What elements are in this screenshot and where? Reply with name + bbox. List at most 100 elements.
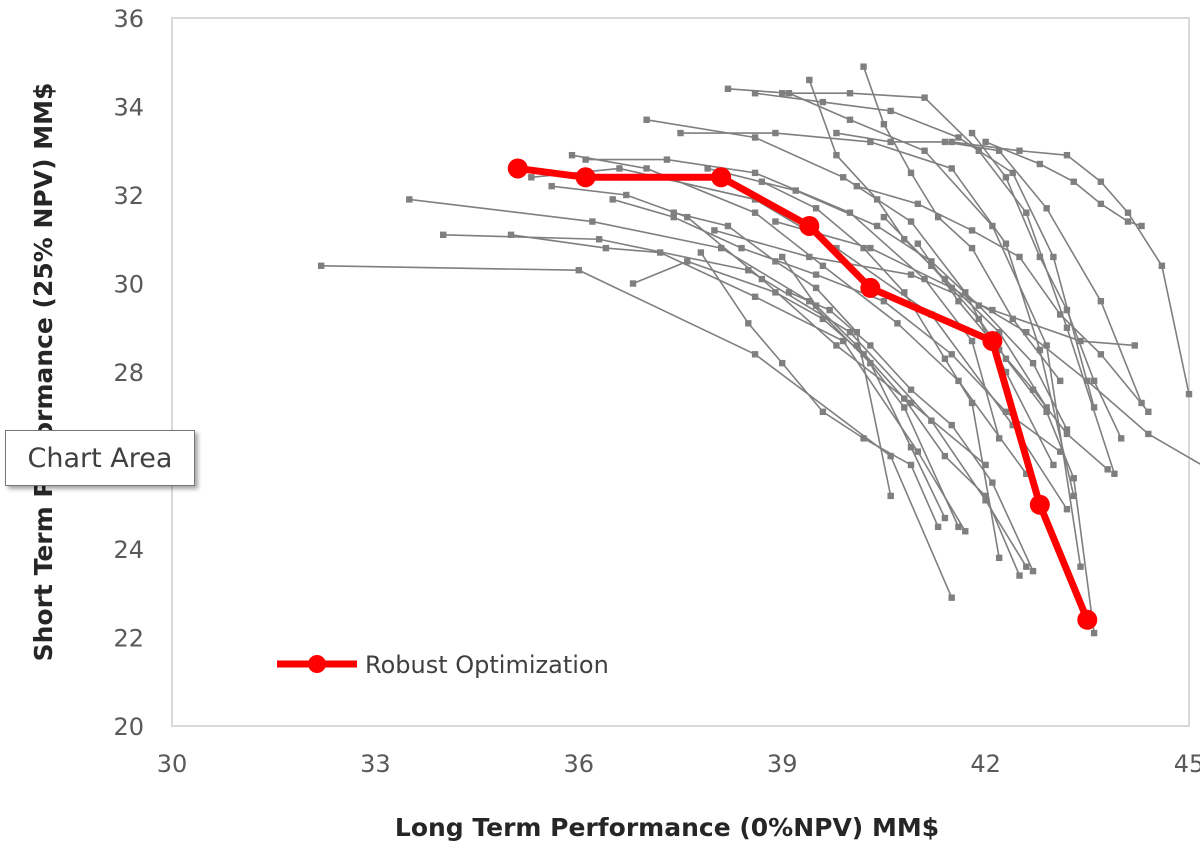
scenario-point	[589, 218, 596, 225]
scenario-point	[1111, 470, 1118, 477]
scenario-point	[907, 444, 915, 451]
scenario-point	[914, 448, 921, 455]
scenario-point	[1043, 342, 1050, 349]
y-tick-label: 24	[113, 536, 144, 564]
scenario-point	[975, 147, 983, 154]
scenario-point	[1158, 262, 1166, 269]
scenario-point	[907, 461, 915, 469]
scenario-point	[975, 315, 983, 323]
scenario-point	[887, 492, 894, 500]
robust-series	[507, 158, 1098, 630]
scenario-point	[670, 213, 677, 221]
scenario-line	[714, 229, 1135, 347]
scenario-line	[673, 211, 892, 497]
scenario-point	[772, 129, 779, 137]
scenario-point	[812, 284, 820, 292]
scenario-point	[833, 129, 840, 137]
scenario-point	[833, 244, 840, 252]
scenario-point	[1016, 147, 1023, 154]
scenario-point	[704, 165, 711, 172]
scenario-point	[1023, 328, 1030, 336]
scenario-point	[1145, 408, 1152, 416]
scenario-point	[982, 461, 989, 469]
x-tick-label: 33	[360, 750, 391, 778]
scenario-point	[914, 240, 921, 247]
scenario-point	[968, 129, 976, 137]
y-tick-label: 32	[113, 182, 144, 210]
scenario-point	[968, 244, 976, 252]
scenario-point	[697, 249, 705, 256]
scenario-point	[907, 386, 915, 393]
scenario-point	[751, 351, 759, 358]
scenario-point	[1029, 359, 1037, 367]
scenario-point	[1009, 421, 1016, 429]
scenario-point	[853, 182, 860, 190]
scenario-point	[643, 116, 650, 123]
scenario-point	[819, 408, 827, 416]
scenario-point	[609, 196, 616, 203]
scenario-point	[901, 236, 908, 243]
scenario-line	[754, 92, 1095, 408]
scenario-point	[928, 262, 935, 269]
scenario-point	[934, 523, 942, 531]
scenario-point	[1070, 475, 1077, 482]
scenario-point	[575, 267, 582, 274]
scenario-point	[1043, 205, 1050, 212]
scenario-point	[616, 165, 623, 172]
scenario-point	[1036, 253, 1044, 261]
scenario-point	[860, 351, 867, 358]
scenario-point	[907, 271, 915, 278]
scenario-point	[779, 90, 786, 97]
scenario-point	[1002, 368, 1010, 376]
scenario-point	[901, 395, 908, 402]
scenario-point	[955, 298, 962, 305]
scenario-point	[846, 116, 854, 123]
scenario-point	[758, 275, 766, 283]
scenario-point	[1070, 178, 1077, 185]
scenario-point	[1043, 408, 1050, 416]
legend-marker-robust	[308, 655, 326, 673]
scenario-point	[758, 178, 766, 185]
scenario-point	[833, 342, 840, 349]
scenario-point	[887, 138, 894, 146]
scenario-point	[846, 209, 854, 216]
scenario-point	[1097, 298, 1105, 305]
scenario-point	[921, 94, 928, 101]
scenario-point	[928, 258, 935, 265]
scenario-point	[1016, 253, 1023, 261]
scenario-point	[1124, 209, 1132, 216]
scenario-point	[819, 315, 827, 323]
scenario-lines	[317, 63, 1200, 637]
scenario-point	[1104, 466, 1111, 473]
chart-area-tooltip: Chart Area	[5, 430, 195, 486]
plot-area-border	[171, 17, 1190, 727]
x-tick-label: 45	[1174, 750, 1200, 778]
y-tick-label: 20	[113, 713, 144, 741]
scenario-point	[785, 289, 793, 296]
scenario-point	[1070, 492, 1077, 500]
scenario-line	[761, 181, 1000, 558]
scenario-point	[317, 262, 325, 269]
scenario-point	[846, 328, 854, 336]
scenario-point	[907, 218, 915, 225]
scenario-point	[684, 213, 691, 221]
scenario-point	[982, 492, 989, 500]
scenario-point	[948, 165, 955, 172]
scenario-point	[1029, 386, 1037, 393]
scenario-point	[772, 289, 779, 296]
scenario-point	[907, 399, 915, 407]
scenario-point	[1097, 351, 1105, 358]
scenario-point	[1185, 390, 1193, 398]
robust-point	[711, 167, 732, 188]
scenario-point	[548, 182, 555, 190]
scenario-point	[812, 302, 820, 309]
scenario-point	[684, 258, 691, 265]
scenario-point	[840, 174, 847, 181]
scenario-point	[860, 435, 867, 442]
scenario-point	[629, 280, 637, 287]
scenario-point	[1023, 563, 1030, 570]
scenario-point	[779, 253, 786, 261]
y-tick-label: 22	[113, 625, 144, 653]
scenario-line	[321, 265, 953, 598]
scenario-point	[812, 271, 820, 278]
